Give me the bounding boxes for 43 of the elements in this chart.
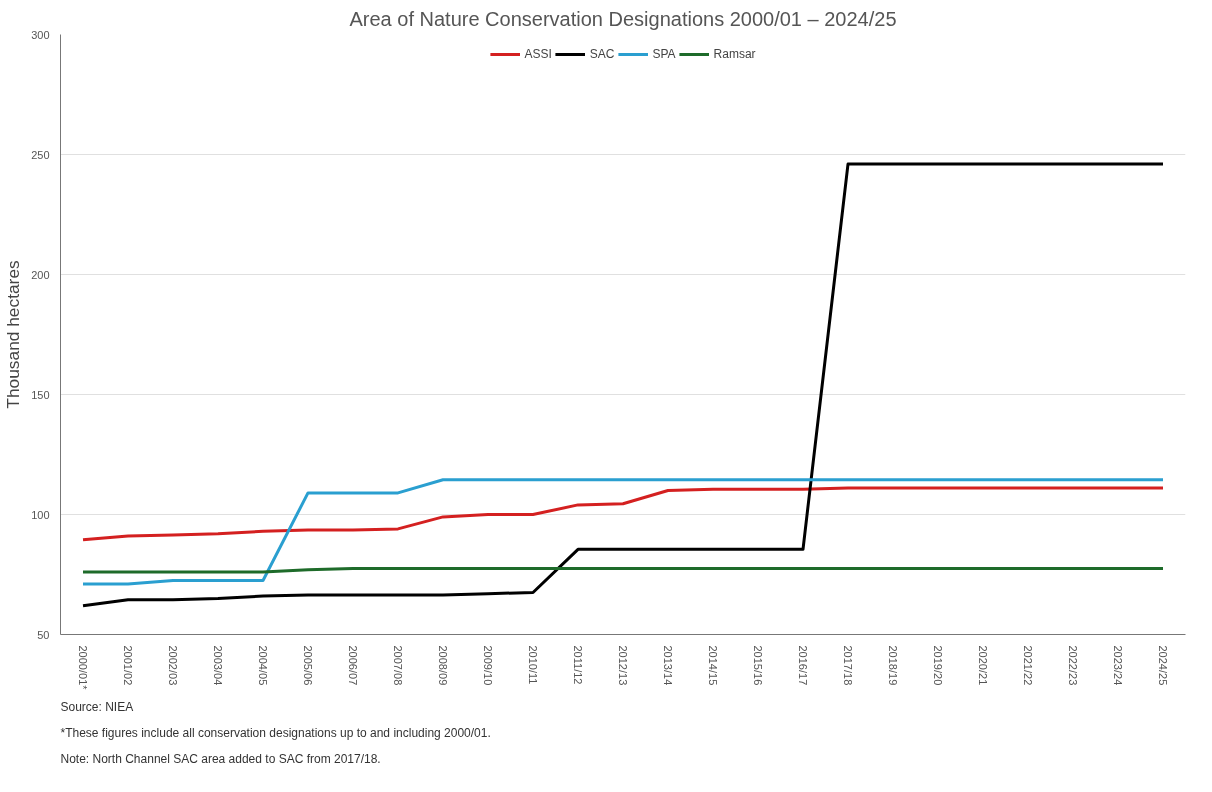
line-series xyxy=(81,486,1165,542)
chart-title: Area of Nature Conservation Designations 2000/01 – 2024/25 xyxy=(349,7,897,30)
x-tick-label: 2008/09 xyxy=(437,645,449,686)
x-tick-label: 2000/01* xyxy=(77,645,89,691)
x-tick-label: 2013/14 xyxy=(662,645,674,686)
x-tick-label: 2006/07 xyxy=(347,645,359,686)
line-series xyxy=(81,162,1165,608)
x-tick-label: 2022/23 xyxy=(1067,645,1079,686)
x-tick-label: 2010/11 xyxy=(527,645,539,685)
y-tick-label: 150 xyxy=(31,388,50,401)
x-tick-label: 2021/22 xyxy=(1022,645,1034,686)
text: Note: North Channel SAC area added to SAC from 2017/18. xyxy=(60,751,381,766)
legend-label: SAC xyxy=(589,47,615,61)
x-tick-label: 2020/21 xyxy=(977,645,989,686)
x-tick-label: 2003/04 xyxy=(212,645,224,686)
x-tick-label: 2012/13 xyxy=(617,645,629,686)
x-tick-label: 2014/15 xyxy=(707,645,719,686)
x-tick-label: 2019/20 xyxy=(932,645,944,686)
x-tick-label: 2018/19 xyxy=(887,645,899,686)
y-tick-label: 250 xyxy=(31,148,50,161)
x-tick-label: 2011/12 xyxy=(572,645,584,685)
x-tick-label: 2002/03 xyxy=(167,645,179,686)
legend-label: SPA xyxy=(652,47,676,61)
source-note: Source: NIEA xyxy=(60,699,134,714)
y-tick-label: 50 xyxy=(37,628,50,641)
x-tick-label: 2005/06 xyxy=(302,645,314,686)
x-tick-label: 2017/18 xyxy=(842,645,854,686)
y-tick-label: 300 xyxy=(31,28,50,41)
y-tick-label: 200 xyxy=(31,268,50,281)
line-series xyxy=(81,478,1165,586)
x-tick-label: 2001/02 xyxy=(122,645,134,686)
y-axis-title: Thousand hectares xyxy=(3,259,24,409)
x-tick-label: 2009/10 xyxy=(482,645,494,686)
x-tick-label: 2024/25 xyxy=(1157,645,1169,686)
legend-label: ASSI xyxy=(524,47,552,61)
y-tick-label: 100 xyxy=(31,508,50,521)
x-tick-label: 2023/24 xyxy=(1112,645,1124,686)
x-tick-label: 2007/08 xyxy=(392,645,404,686)
x-tick-label: 2015/16 xyxy=(752,645,764,686)
x-tick-label: 2004/05 xyxy=(257,645,269,686)
text: *These figures include all conservation designations up to and including 2000/01. xyxy=(60,725,491,740)
x-tick-label: 2016/17 xyxy=(797,645,809,686)
legend-label: Ramsar xyxy=(713,47,756,61)
